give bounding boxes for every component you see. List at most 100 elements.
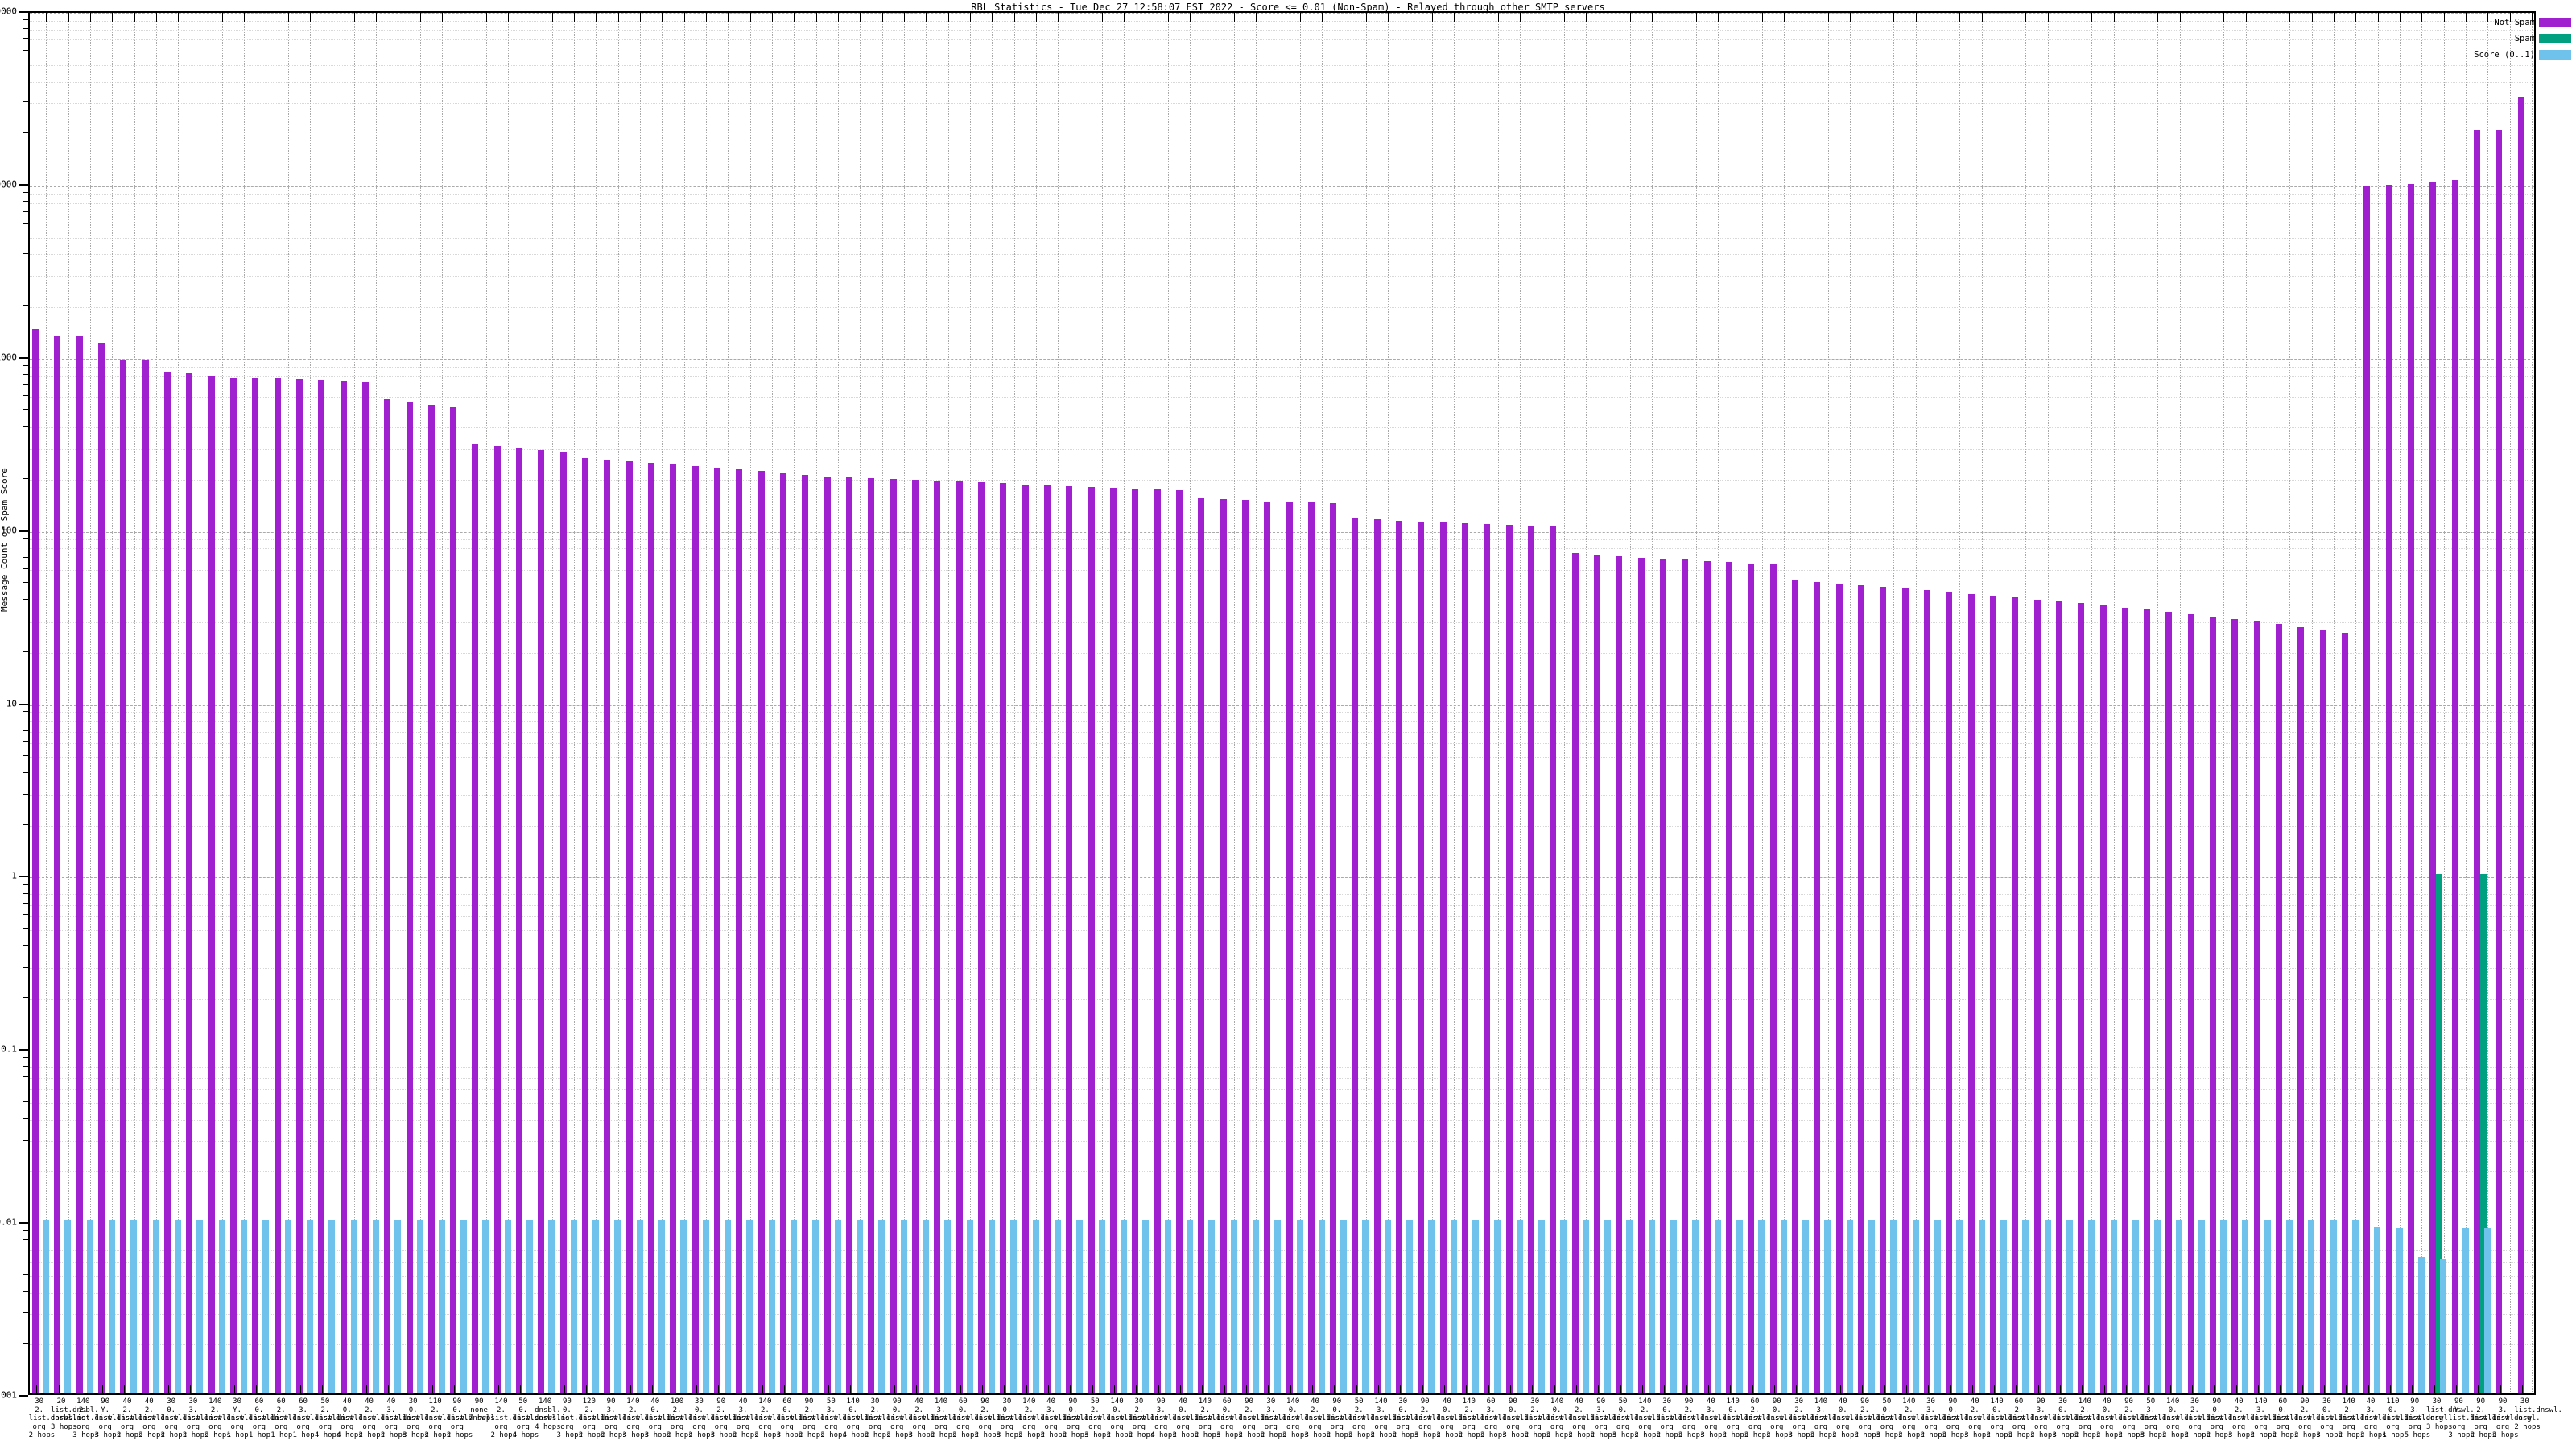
x-axis-tick-top	[1013, 13, 1015, 22]
gridline-horizontal-minor	[30, 276, 2534, 278]
x-axis-label-line: 3.	[1046, 1406, 1055, 1414]
x-axis-label-line: org	[2210, 1422, 2223, 1431]
x-axis-label-line: list.dnswl.	[28, 1414, 77, 1423]
bar-score	[1318, 1220, 1325, 1393]
x-axis-tick-top	[353, 13, 355, 22]
x-axis-label-line: 3 hops	[908, 1431, 935, 1440]
bar-not-spam	[1109, 488, 1117, 1393]
x-axis-label-line: 0.	[782, 1406, 792, 1414]
x-axis-label-line: 4 hops	[842, 1431, 869, 1440]
x-axis-tick-bottom	[388, 1385, 390, 1393]
y-axis-tick-label: 0.01	[0, 1216, 17, 1228]
x-axis-label-line: org	[912, 1422, 926, 1431]
y-axis-tick-minor	[23, 793, 28, 795]
gridline-vertical	[1585, 13, 1587, 1393]
x-axis-label-line: 90	[2410, 1397, 2420, 1406]
bar-not-spam	[977, 482, 985, 1393]
y-axis-tick	[19, 1222, 28, 1224]
x-axis-label-line: 2 hops	[2162, 1431, 2189, 1440]
x-axis-label-line: 0.	[342, 1406, 352, 1414]
x-axis-tick-bottom	[2082, 1385, 2083, 1393]
y-axis-tick-minor	[23, 192, 28, 193]
x-axis-label-line: org	[868, 1422, 882, 1431]
x-axis-label-line: list.dnswl.	[864, 1414, 913, 1423]
y-axis-tick-minor	[23, 1075, 28, 1077]
x-axis-label-line: org	[1880, 1422, 1894, 1431]
x-axis-label-line: 1 hop	[2382, 1431, 2405, 1440]
x-axis-label-line: org	[252, 1422, 266, 1431]
x-axis-tick-top	[310, 13, 312, 22]
x-axis-label-line: org	[1286, 1422, 1300, 1431]
bar-score	[1120, 1220, 1127, 1393]
bar-score	[2022, 1220, 2029, 1393]
x-axis-tick-bottom	[2257, 1385, 2259, 1393]
x-axis-label-line: list.dnswl.	[622, 1414, 671, 1423]
x-axis-label-line: 2 hops	[1832, 1431, 1859, 1440]
x-axis-label-line: 90	[606, 1397, 616, 1406]
x-axis-label-line: 60	[299, 1397, 308, 1406]
x-axis-label-line: org	[32, 1422, 46, 1431]
x-axis-label-line: org	[2122, 1422, 2136, 1431]
x-axis-label-line: 3.	[2366, 1406, 2376, 1414]
bar-score	[1406, 1220, 1414, 1393]
gridline-horizontal-minor	[30, 81, 2534, 83]
gridline-horizontal-minor	[30, 1292, 2534, 1294]
y-axis-tick-minor	[23, 374, 28, 375]
y-axis-tick-minor	[23, 568, 28, 570]
bar-not-spam	[2276, 624, 2283, 1393]
x-axis-tick-top	[1431, 13, 1433, 22]
x-axis-label-line: 40	[342, 1397, 352, 1406]
x-axis-label: 30 2. list.dnswl. org 2 hops	[1524, 1397, 1573, 1440]
gridline-vertical	[2487, 13, 2489, 1393]
x-axis-tick-bottom	[256, 1385, 258, 1393]
bar-score	[306, 1220, 313, 1393]
x-axis-label-line: list.dnswl.	[1722, 1414, 1771, 1423]
x-axis-label-line: 0.	[452, 1406, 462, 1414]
x-axis-label: 60 0. list.dnswl. org 3 hops	[777, 1397, 825, 1440]
bar-score	[724, 1220, 732, 1393]
gridline-vertical	[2113, 13, 2115, 1393]
x-axis-label-line: 40	[2366, 1397, 2376, 1406]
x-axis-tick-top	[1695, 13, 1697, 22]
x-axis-label-line: list.dnswl.	[930, 1414, 979, 1423]
x-axis-tick-top	[134, 13, 135, 22]
x-axis-label-line: org	[1704, 1422, 1718, 1431]
bar-spam	[2436, 874, 2443, 1393]
x-axis-label-line: 2.	[78, 1406, 88, 1414]
x-axis-label-line: list.dnswl.	[1458, 1414, 1507, 1423]
bar-not-spam	[1946, 592, 1953, 1393]
bar-score	[1164, 1220, 1171, 1393]
gridline-vertical	[287, 13, 289, 1393]
x-axis-label-line: org	[1066, 1422, 1080, 1431]
x-axis-label-line: list.dnswl.	[2316, 1414, 2365, 1423]
x-axis-label-line: org	[120, 1422, 134, 1431]
x-axis-label-line: 2.	[2014, 1406, 2024, 1414]
x-axis-label: 90 3. list.dnswl. org 2 hops	[2030, 1397, 2079, 1440]
x-axis-label-line: 2 hops	[1524, 1431, 1551, 1440]
bar-score	[1538, 1220, 1546, 1393]
x-axis-label-line: 2 hops	[1942, 1431, 1969, 1440]
x-axis-label-line: 90	[1068, 1397, 1078, 1406]
x-axis-label-line: 90	[2212, 1397, 2222, 1406]
gridline-vertical	[508, 13, 510, 1393]
x-axis-label-line: 40	[1970, 1397, 1979, 1406]
x-axis-label-line: 3.	[2146, 1406, 2156, 1414]
x-axis-label: 90 Y. list.dnswl. org 3 hops	[2448, 1397, 2496, 1440]
x-axis-label-line: 2 hops	[1326, 1431, 1353, 1440]
y-axis-tick	[19, 184, 28, 186]
x-axis-tick-top	[1124, 13, 1125, 22]
gridline-vertical	[1981, 13, 1983, 1393]
x-axis-tick-top	[508, 13, 510, 22]
x-axis-tick-top	[1058, 13, 1059, 22]
x-axis-tick-bottom	[2434, 1385, 2435, 1393]
gridline-horizontal-minor	[30, 1171, 2534, 1173]
bar-score	[2264, 1220, 2271, 1393]
x-axis-tick-top	[1101, 13, 1103, 22]
x-axis-label-line: 40	[1311, 1397, 1319, 1406]
x-axis-label-line: 2.	[2080, 1406, 2090, 1414]
x-axis-label-line: 3.	[1596, 1406, 1606, 1414]
bar-score	[1274, 1220, 1282, 1393]
x-axis-label-line: 2 hops	[1106, 1431, 1133, 1440]
bar-score	[1472, 1220, 1480, 1393]
gridline-horizontal-minor	[30, 894, 2534, 896]
